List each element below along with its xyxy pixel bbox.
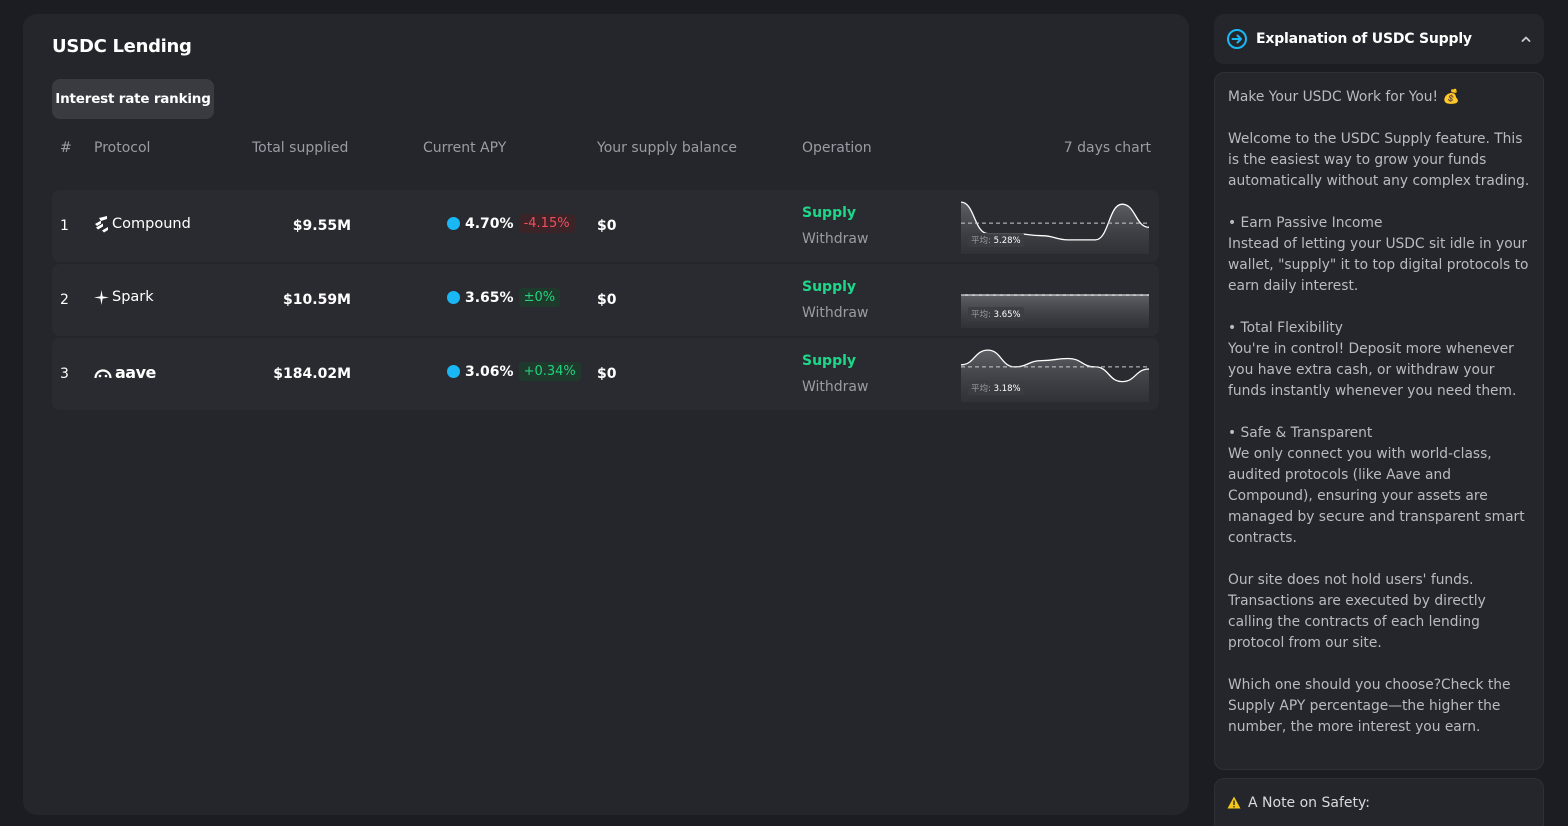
protocol-name: aave bbox=[115, 363, 156, 382]
sparkline-chart: 平均: 3.18% bbox=[960, 344, 1150, 402]
section-title: • Safe & Transparent bbox=[1228, 425, 1373, 441]
table-row: 1 Compound $9.55M 4.70% -4.15% $0 Supply… bbox=[52, 190, 1159, 262]
apy-dot-icon bbox=[447, 365, 460, 378]
apy-change-badge: ±0% bbox=[518, 288, 561, 307]
total-supplied-value: $184.02M bbox=[273, 366, 351, 382]
sparkline-average: 平均: 3.65% bbox=[968, 307, 1024, 321]
table-row: 3 aave $184.02M 3.06% +0.34% $0 Supply W… bbox=[52, 338, 1159, 410]
apy-dot-icon bbox=[447, 291, 460, 304]
chevron-up-icon[interactable] bbox=[1520, 33, 1532, 45]
col-rank: # bbox=[60, 140, 72, 156]
warning-icon bbox=[1227, 796, 1241, 809]
safety-title: A Note on Safety: bbox=[1248, 794, 1370, 811]
avg-value: 3.65% bbox=[993, 310, 1021, 320]
sparkline-chart: 平均: 5.28% bbox=[960, 196, 1150, 254]
passive-income-section: • Earn Passive Income Instead of letting … bbox=[1228, 213, 1531, 297]
apy-cell: 3.65% ±0% bbox=[447, 288, 561, 307]
supply-button[interactable]: Supply bbox=[802, 279, 857, 295]
apy-change-badge: +0.34% bbox=[518, 362, 581, 381]
apy-value: 3.06% bbox=[465, 363, 514, 380]
funds-note: Our site does not hold users' funds. Tra… bbox=[1228, 572, 1486, 651]
avg-value: 3.18% bbox=[993, 384, 1021, 394]
apy-change-badge: -4.15% bbox=[518, 214, 575, 233]
balance-value: $0 bbox=[597, 292, 617, 308]
apy-dot-icon bbox=[447, 217, 460, 230]
section-title: • Total Flexibility bbox=[1228, 320, 1343, 336]
apy-cell: 4.70% -4.15% bbox=[447, 214, 575, 233]
total-supplied-value: $9.55M bbox=[292, 218, 351, 234]
protocol-compound: Compound bbox=[94, 215, 191, 233]
col-balance: Your supply balance bbox=[597, 140, 738, 156]
intro-text: Make Your USDC Work for You! 💰 bbox=[1228, 89, 1460, 105]
compound-logo-icon bbox=[95, 216, 108, 233]
row-rank: 2 bbox=[60, 292, 69, 308]
apy-value: 4.70% bbox=[465, 215, 514, 232]
col-operation: Operation bbox=[802, 140, 872, 156]
supply-button[interactable]: Supply bbox=[802, 353, 857, 369]
section-text: Instead of letting your USDC sit idle in… bbox=[1228, 236, 1529, 294]
section-text: You're in control! Deposit more whenever… bbox=[1228, 341, 1517, 399]
row-rank: 3 bbox=[60, 366, 69, 382]
col-current-apy: Current APY bbox=[423, 140, 507, 156]
withdraw-button[interactable]: Withdraw bbox=[802, 305, 869, 321]
arrow-circle-icon bbox=[1227, 29, 1247, 49]
apy-value: 3.65% bbox=[465, 289, 514, 306]
welcome-text: Welcome to the USDC Supply feature. This… bbox=[1228, 131, 1530, 189]
row-rank: 1 bbox=[60, 218, 69, 234]
explanation-accordion-header[interactable]: Explanation of USDC Supply bbox=[1214, 14, 1544, 64]
aave-logo-icon bbox=[94, 368, 112, 378]
avg-value: 5.28% bbox=[993, 236, 1021, 246]
choose-note: Which one should you choose?Check the Su… bbox=[1228, 677, 1511, 735]
protocol-name: Spark bbox=[112, 289, 154, 305]
col-protocol: Protocol bbox=[94, 140, 151, 156]
withdraw-button[interactable]: Withdraw bbox=[802, 231, 869, 247]
flexibility-section: • Total Flexibility You're in control! De… bbox=[1228, 318, 1531, 402]
spark-logo-icon bbox=[94, 289, 109, 305]
supply-button[interactable]: Supply bbox=[802, 205, 857, 221]
avg-label: 平均: bbox=[971, 236, 991, 246]
safe-transparent-section: • Safe & Transparent We only connect you … bbox=[1228, 423, 1531, 549]
sparkline-line bbox=[960, 349, 1150, 383]
sparkline-average: 平均: 3.18% bbox=[968, 381, 1024, 395]
sparkline-average: 平均: 5.28% bbox=[968, 233, 1024, 247]
col-total-supplied: Total supplied bbox=[252, 140, 349, 156]
section-text: We only connect you with world-class, au… bbox=[1228, 446, 1525, 546]
apy-cell: 3.06% +0.34% bbox=[447, 362, 581, 381]
total-supplied-value: $10.59M bbox=[283, 292, 351, 308]
protocol-aave: aave bbox=[94, 363, 156, 382]
balance-value: $0 bbox=[597, 218, 617, 234]
table-row: 2 Spark $10.59M 3.65% ±0% $0 Supply With… bbox=[52, 264, 1159, 336]
tab-interest-rate-ranking[interactable]: Interest rate ranking bbox=[52, 79, 214, 119]
protocol-spark: Spark bbox=[94, 289, 154, 305]
sidebar-title: Explanation of USDC Supply bbox=[1256, 31, 1472, 47]
section-title: • Earn Passive Income bbox=[1228, 215, 1383, 231]
withdraw-button[interactable]: Withdraw bbox=[802, 379, 869, 395]
avg-label: 平均: bbox=[971, 384, 991, 394]
explanation-content: Make Your USDC Work for You! 💰 Welcome t… bbox=[1214, 72, 1544, 770]
page-title: USDC Lending bbox=[52, 36, 192, 57]
lending-card: USDC Lending Interest rate ranking # Pro… bbox=[23, 14, 1189, 815]
col-chart: 7 days chart bbox=[1063, 140, 1151, 156]
balance-value: $0 bbox=[597, 366, 617, 382]
protocol-name: Compound bbox=[112, 216, 191, 232]
table-header: # Protocol Total supplied Current APY Yo… bbox=[52, 140, 1159, 160]
avg-label: 平均: bbox=[971, 310, 991, 320]
sparkline-chart: 平均: 3.65% bbox=[961, 270, 1149, 328]
safety-note-header[interactable]: A Note on Safety: bbox=[1214, 778, 1544, 826]
